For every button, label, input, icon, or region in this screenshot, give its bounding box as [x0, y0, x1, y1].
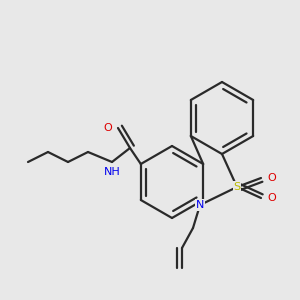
Text: O: O — [268, 193, 276, 203]
Text: N: N — [196, 200, 204, 210]
Text: O: O — [268, 173, 276, 183]
Text: NH: NH — [103, 167, 120, 177]
Text: O: O — [103, 123, 112, 133]
Text: S: S — [233, 182, 241, 192]
